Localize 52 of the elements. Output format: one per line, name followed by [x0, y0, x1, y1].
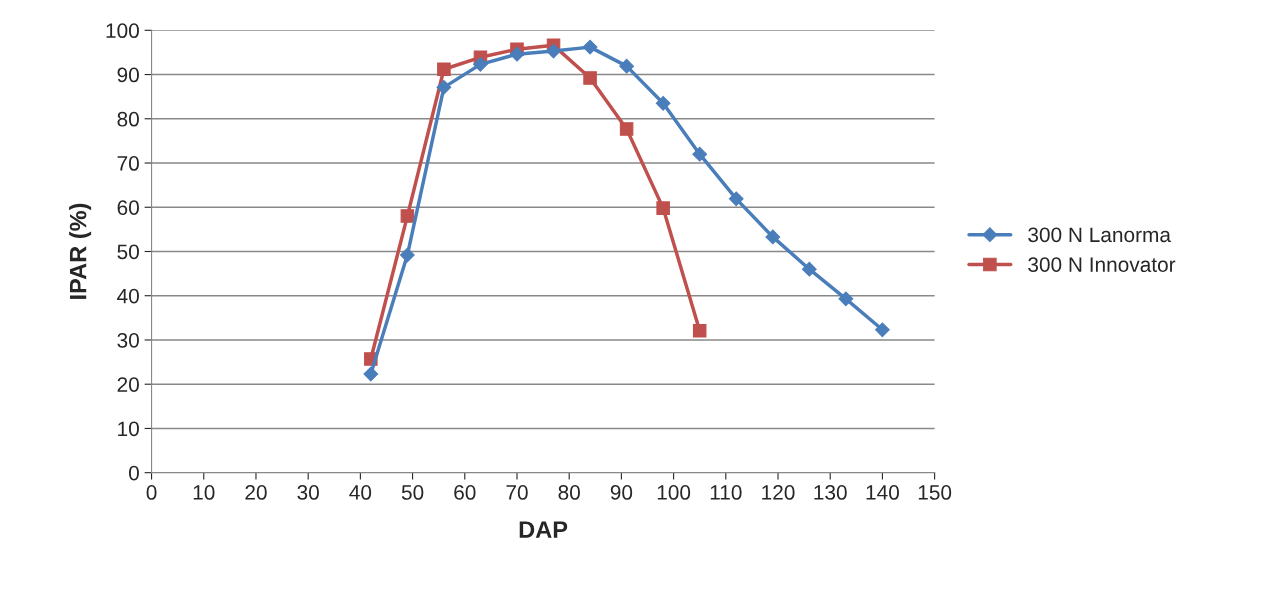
y-tick-label: 80	[117, 111, 139, 127]
y-tick-label: 70	[117, 156, 139, 171]
legend-label: 300 N Innovator	[1028, 257, 1176, 272]
point	[655, 95, 671, 111]
y-tick-label: 50	[117, 244, 139, 260]
x-tick-label: 140	[866, 485, 899, 500]
x-axis-title: DAP	[519, 521, 568, 538]
y-axis-title: IPAR (%)	[69, 203, 92, 299]
x-tick-label: 10	[193, 485, 215, 500]
x-tick-label: 120	[762, 485, 795, 500]
y-tick-label: 20	[117, 377, 139, 392]
y-tick-label: 40	[117, 288, 139, 304]
point	[400, 209, 415, 223]
x-tick-label: 90	[610, 485, 633, 500]
point	[473, 56, 488, 72]
point	[875, 322, 890, 338]
x-tick-label: 100	[657, 485, 691, 500]
point	[436, 79, 452, 95]
point	[583, 71, 597, 85]
x-tick-label: 150	[918, 485, 952, 500]
point	[838, 291, 854, 307]
point	[437, 62, 451, 76]
point	[399, 247, 415, 263]
point	[801, 261, 817, 277]
point	[765, 229, 781, 245]
legend-label: 300 N Lanorma	[1028, 227, 1171, 243]
x-tick-label: 20	[245, 485, 267, 500]
point	[692, 323, 707, 338]
y-tick-label: 0	[128, 465, 139, 481]
point	[692, 146, 708, 162]
point	[619, 122, 634, 136]
point	[728, 191, 744, 207]
x-tick-label: 70	[506, 485, 528, 500]
point	[509, 46, 525, 62]
x-tick-label: 40	[349, 485, 372, 500]
x-tick-label: 60	[454, 485, 476, 500]
point	[582, 39, 598, 55]
point	[619, 58, 635, 74]
y-tick-label: 90	[117, 67, 139, 83]
y-tick-label: 10	[118, 421, 139, 437]
x-tick-label: 50	[401, 485, 424, 500]
y-tick-label: 60	[117, 200, 139, 216]
x-tick-label: 80	[558, 485, 580, 500]
x-tick-label: 0	[146, 485, 157, 500]
x-tick-label: 110	[710, 485, 742, 500]
y-tick-label: 30	[117, 332, 139, 348]
point	[656, 201, 670, 215]
x-tick-label: 130	[814, 485, 847, 500]
point	[546, 43, 561, 59]
point	[363, 366, 379, 382]
x-tick-label: 30	[297, 485, 319, 500]
y-tick-label: 100	[106, 23, 139, 39]
